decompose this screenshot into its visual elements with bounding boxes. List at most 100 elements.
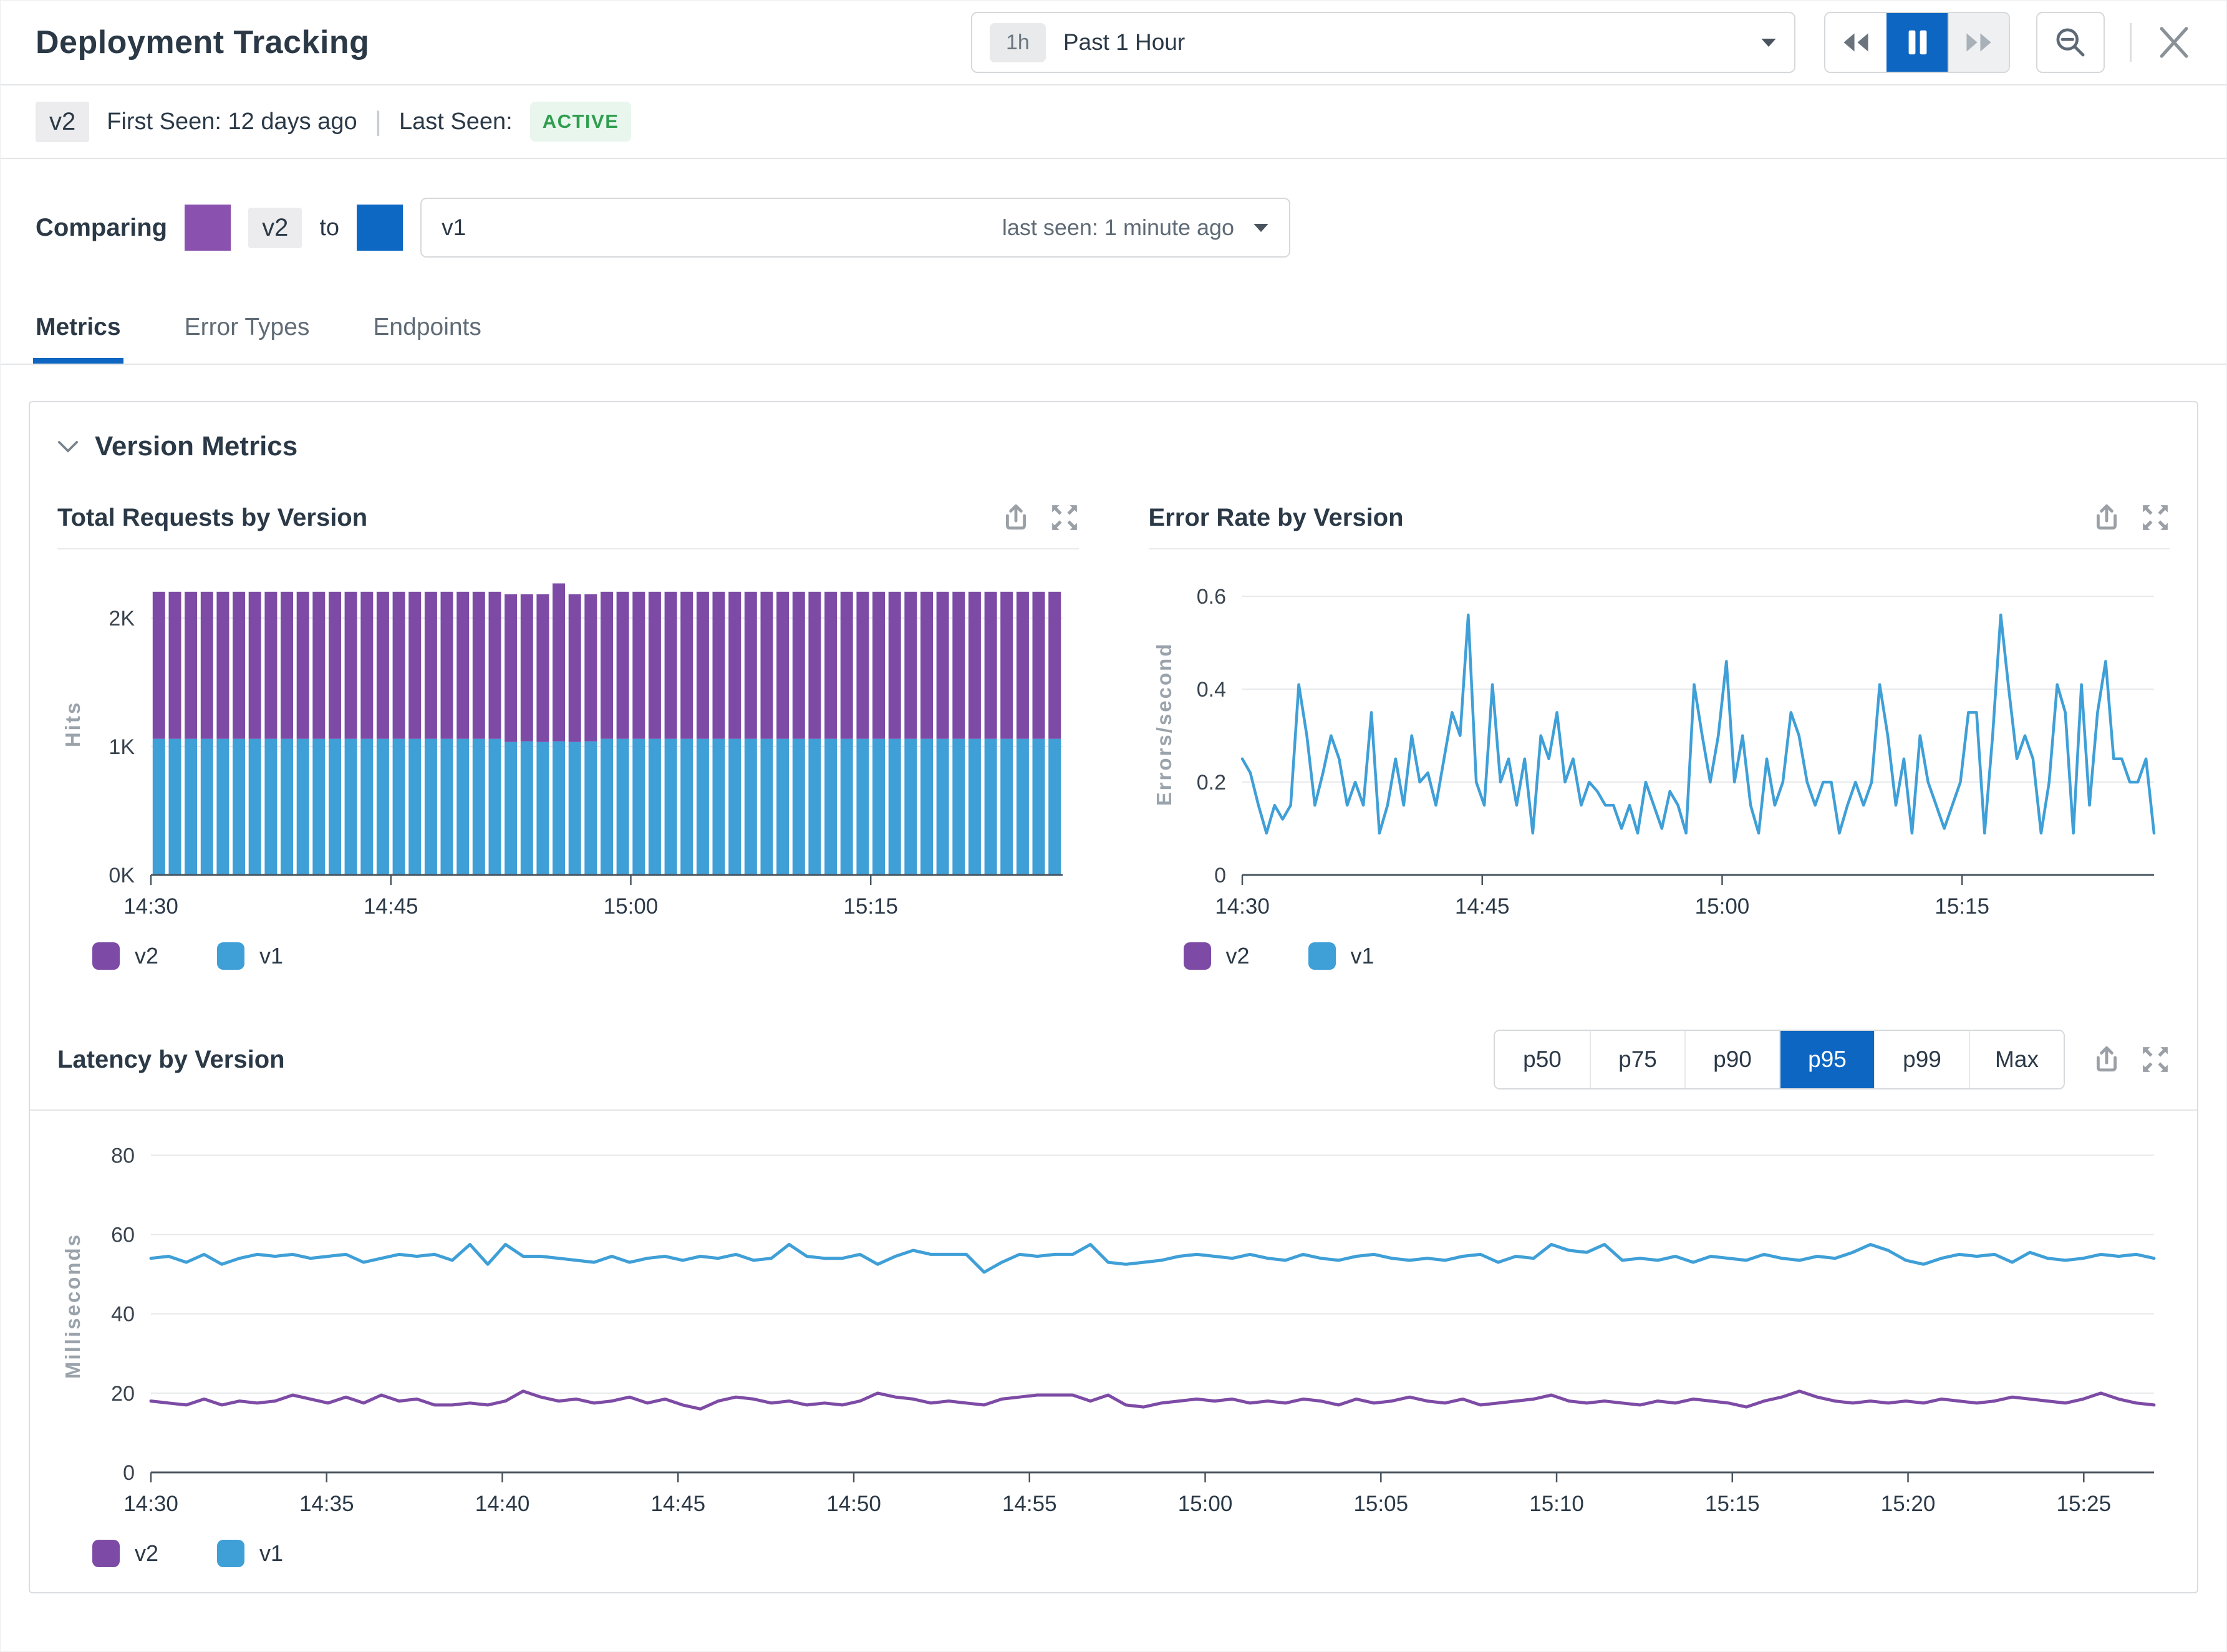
section-header[interactable]: Version Metrics (57, 431, 2170, 462)
latency-chart[interactable]: 0 20 40 60 80 Milliseconds 14:30 14:35 14:40 14:4… (57, 1123, 2165, 1529)
chart-title: Error Rate by Version (1148, 503, 1404, 531)
expand-icon[interactable] (1050, 503, 1079, 532)
chart-title: Total Requests by Version (57, 503, 368, 531)
svg-text:0: 0 (1214, 864, 1226, 887)
top-bar: Deployment Tracking 1h Past 1 Hour (1, 1, 2226, 85)
svg-text:14:45: 14:45 (364, 894, 418, 919)
tab-metrics[interactable]: Metrics (33, 314, 123, 364)
legend-label: v1 (1350, 943, 1374, 968)
expand-icon[interactable] (2141, 503, 2170, 532)
legend-item[interactable]: v2 (1183, 942, 1250, 970)
fast-forward-button[interactable] (1948, 13, 2009, 72)
divider (2130, 23, 2132, 62)
latency-percentile-button[interactable]: p90 (1684, 1031, 1779, 1088)
chevron-down-icon (57, 440, 79, 453)
tab-endpoints[interactable]: Endpoints (373, 314, 481, 341)
zoom-out-button[interactable] (2036, 12, 2105, 73)
svg-text:1K: 1K (109, 735, 135, 759)
latency-percentile-button[interactable]: p50 (1495, 1031, 1590, 1088)
legend-swatch (1308, 942, 1336, 970)
svg-text:60: 60 (111, 1224, 135, 1247)
total-requests-chart[interactable]: 0K 1K 2K Hits 14:30 14:45 15:00 15:15 (57, 557, 1074, 931)
export-icon[interactable] (2092, 1045, 2121, 1074)
v1-color-swatch (357, 205, 403, 251)
svg-text:15:20: 15:20 (1881, 1492, 1936, 1516)
close-button[interactable] (2157, 25, 2191, 60)
svg-text:14:35: 14:35 (299, 1492, 354, 1516)
svg-text:14:30: 14:30 (123, 894, 178, 919)
compare-version-meta: last seen: 1 minute ago (1002, 215, 1235, 240)
svg-text:15:00: 15:00 (1178, 1492, 1233, 1516)
legend-item[interactable]: v1 (217, 1540, 283, 1567)
latency-percentile-button[interactable]: Max (1969, 1031, 2064, 1088)
svg-text:14:40: 14:40 (475, 1492, 530, 1516)
legend-item[interactable]: v2 (92, 942, 158, 970)
svg-text:15:00: 15:00 (604, 894, 659, 919)
total-requests-panel: Total Requests by Version 0K (57, 503, 1079, 970)
legend-item[interactable]: v2 (92, 1540, 158, 1567)
primary-version-chip: v2 (248, 207, 302, 248)
legend-swatch (1183, 942, 1211, 970)
svg-text:0.6: 0.6 (1196, 585, 1225, 609)
chart-legend: v2 v1 (1149, 942, 2170, 970)
comparing-label: Comparing (36, 213, 168, 241)
tab-bar: Metrics Error Types Endpoints (1, 266, 2226, 365)
legend-label: v2 (135, 1540, 159, 1566)
latency-percentile-button[interactable]: p95 (1779, 1031, 1874, 1088)
chart-legend: v2 v1 (57, 942, 1079, 970)
svg-text:15:15: 15:15 (843, 894, 898, 919)
svg-text:14:30: 14:30 (1215, 894, 1270, 919)
version-summary-bar: v2 First Seen: 12 days ago | Last Seen: … (1, 85, 2226, 159)
status-badge: ACTIVE (529, 102, 632, 142)
pause-button[interactable] (1886, 13, 1948, 72)
latency-percentile-button[interactable]: p75 (1590, 1031, 1684, 1088)
tab-error-types[interactable]: Error Types (184, 314, 310, 341)
chevron-down-icon (1761, 37, 1777, 48)
svg-text:0K: 0K (109, 864, 135, 887)
svg-text:15:25: 15:25 (2057, 1492, 2112, 1516)
magnifier-minus-icon (2054, 26, 2087, 59)
divider (30, 1109, 2197, 1111)
svg-text:14:55: 14:55 (1002, 1492, 1057, 1516)
svg-text:0.4: 0.4 (1196, 678, 1225, 702)
svg-text:15:00: 15:00 (1694, 894, 1749, 919)
legend-label: v1 (259, 1540, 284, 1566)
panel-header: Error Rate by Version (1148, 503, 2170, 549)
compare-version-select[interactable]: v1 last seen: 1 minute ago (420, 198, 1291, 258)
page-title: Deployment Tracking (36, 24, 370, 60)
v2-color-swatch (185, 205, 231, 251)
svg-text:Hits: Hits (61, 701, 84, 747)
rewind-icon (1842, 31, 1870, 54)
svg-text:15:10: 15:10 (1529, 1492, 1584, 1516)
legend-label: v1 (259, 943, 284, 968)
legend-swatch (217, 1540, 245, 1567)
playback-controls (1824, 12, 2010, 73)
export-icon[interactable] (2092, 503, 2121, 532)
divider: | (374, 106, 382, 137)
compare-version-value: v1 (442, 215, 466, 240)
top-bar-controls: 1h Past 1 Hour (971, 12, 2191, 73)
panel-header: Total Requests by Version (57, 503, 1079, 549)
svg-text:15:05: 15:05 (1353, 1492, 1408, 1516)
legend-item[interactable]: v1 (217, 942, 283, 970)
rewind-button[interactable] (1825, 13, 1886, 72)
expand-icon[interactable] (2141, 1045, 2170, 1074)
legend-label: v2 (135, 943, 159, 968)
svg-text:Errors/second: Errors/second (1152, 642, 1176, 806)
svg-text:15:15: 15:15 (1705, 1492, 1760, 1516)
time-range-select[interactable]: 1h Past 1 Hour (971, 12, 1795, 73)
close-icon (2157, 25, 2191, 60)
error-rate-chart[interactable]: 0 0.2 0.4 0.6 Errors/second 14:30 14:45 15:00 15… (1149, 557, 2165, 931)
svg-text:Milliseconds: Milliseconds (61, 1233, 84, 1379)
legend-swatch (217, 942, 245, 970)
last-seen-label: Last Seen: (399, 108, 513, 135)
compare-bar: Comparing v2 to v1 last seen: 1 minute a… (1, 159, 2226, 266)
latency-percentile-button[interactable]: p99 (1874, 1031, 1969, 1088)
svg-text:14:30: 14:30 (123, 1492, 178, 1516)
percentile-selector: p50 p75 p90 p95 p99 Max (1494, 1030, 2065, 1089)
export-icon[interactable] (1002, 503, 1030, 532)
legend-item[interactable]: v1 (1308, 942, 1374, 970)
fast-forward-icon (1965, 31, 1993, 54)
legend-swatch (92, 1540, 120, 1567)
svg-text:15:15: 15:15 (1935, 894, 1989, 919)
